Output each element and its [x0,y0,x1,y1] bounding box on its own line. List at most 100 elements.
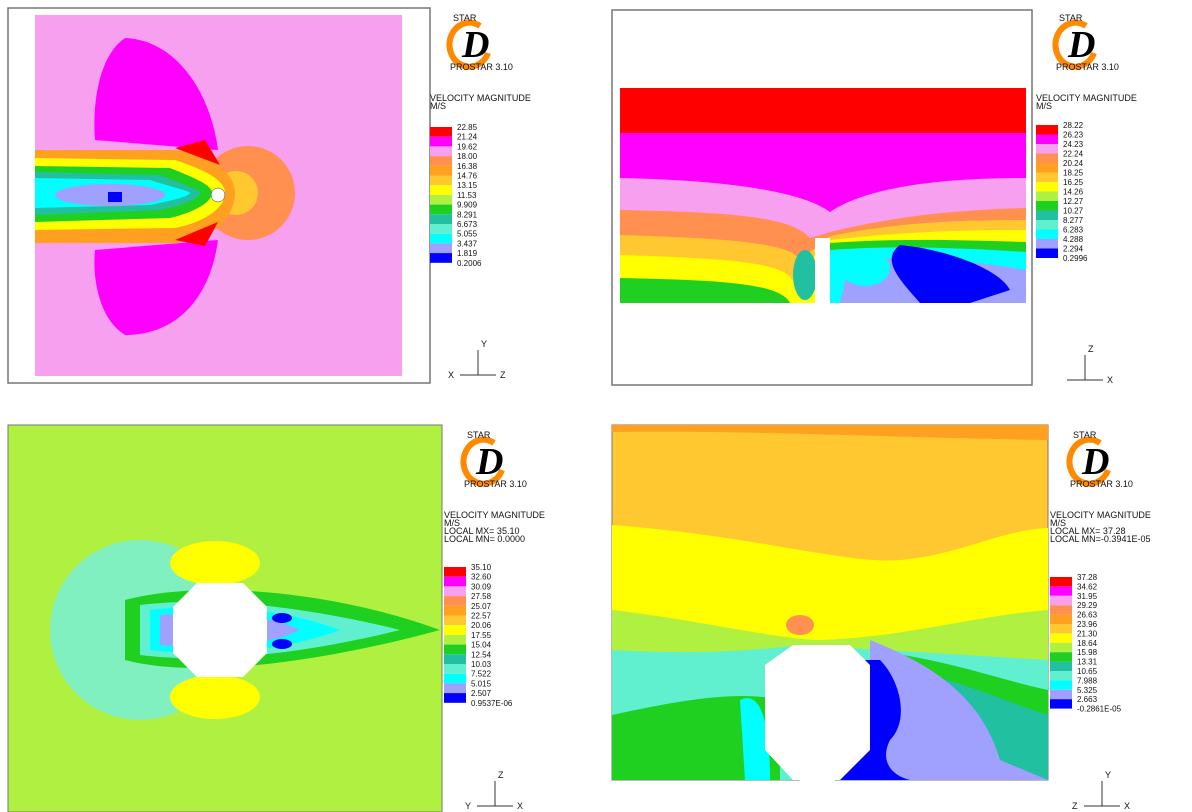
triad-right: X [1124,801,1130,811]
legend-level: 24.23 [1063,140,1084,149]
legend-level: 12.54 [471,650,492,659]
local-max: LOCAL MX= 35.10 [444,526,519,536]
legend-swatch [1036,125,1058,135]
logo-version: PROSTAR 3.10 [450,62,513,72]
legend-swatch [444,596,466,606]
legend-unit: M/S [1036,101,1052,111]
legend-swatch [444,683,466,694]
logo-arc [1066,436,1111,487]
legend-swatch [444,567,466,577]
logo-version: PROSTAR 3.10 [464,479,527,489]
octagon-body [765,645,870,780]
legend-swatch [1036,229,1058,239]
legend-level: 28.22 [1063,121,1084,130]
legend-swatch [1050,595,1072,606]
legend-swatch [430,214,452,224]
legend-level: 10.27 [1063,207,1084,216]
legend-swatch [1050,671,1072,681]
legend-level: 21.30 [1077,629,1098,638]
legend-level: 12.27 [1063,197,1084,206]
logo-mark: D [475,441,503,483]
triad-up: Y [1105,770,1111,780]
legend-swatch [444,673,466,684]
logo-star: STAR [467,430,491,440]
legend-swatch [1050,614,1072,624]
triad-left: X [448,370,454,380]
legend-level: 1.819 [457,249,478,258]
legend-level: 22.24 [1063,150,1084,159]
contour-region [108,192,122,202]
contour-region [94,240,218,335]
contour-region [793,250,817,300]
contour-region [870,640,1048,780]
legend-level: 20.06 [471,621,492,630]
legend-unit: M/S [1050,518,1066,528]
legend-level: 7.522 [471,670,492,679]
legend-swatch [1036,172,1058,182]
legend-swatch [430,194,452,205]
legend-swatch [444,625,466,635]
legend-swatch [1050,586,1072,596]
legend-level: 16.25 [1063,178,1084,187]
triad-right: X [517,801,523,811]
local-max: LOCAL MX= 37.28 [1050,526,1125,536]
legend-level: 11.53 [457,191,477,200]
legend-title: VELOCITY MAGNITUDE [1050,510,1151,520]
legend-swatch [1036,144,1058,154]
legend-level: 13.31 [1077,658,1098,667]
legend-level: 0.9537E-06 [471,699,513,708]
legend-level: 15.04 [471,641,492,650]
cylinder [210,187,226,203]
local-min: LOCAL MN=-0.3941E-05 [1050,534,1150,544]
legend-level: 15.98 [1077,648,1098,657]
legend-level: 27.58 [471,592,492,601]
contour-region [272,613,292,623]
legend-level: 17.55 [471,631,492,640]
legend-level: 21.24 [457,133,478,142]
panel-4-plot [611,424,1049,812]
legend-level: 10.03 [471,660,492,669]
contour-region [170,541,260,585]
legend-swatch [1036,153,1058,163]
legend-level: 5.015 [471,679,492,688]
legend-level: -0.2861E-05 [1077,705,1122,714]
legend-swatch [444,615,466,626]
legend-level: 4.288 [1063,235,1084,244]
contour-region [170,675,260,719]
legend-level: 20.24 [1063,159,1084,168]
legend-level: 8.277 [1063,216,1084,225]
triad-up: Z [1088,344,1094,354]
legend-title: VELOCITY MAGNITUDE [430,93,531,103]
legend-level: 18.00 [457,152,478,161]
legend-swatch [1050,661,1072,671]
legend-level: 22.85 [457,123,478,132]
legend-swatch [444,586,466,597]
legend-level: 19.62 [457,142,478,151]
legend-swatch [444,654,466,664]
legend-swatch [1036,220,1058,230]
legend-swatch [430,204,452,215]
logo-arc [1052,19,1097,70]
logo-mark: D [461,24,489,66]
legend-level: 5.325 [1077,686,1098,695]
contour-region [620,278,790,303]
panel-3-plot [7,424,443,812]
contour-region [94,38,218,150]
legend-swatch [430,136,452,147]
legend-swatch [430,175,452,186]
panel-2-plot [611,9,1033,386]
contour-region [612,425,1048,440]
legend-level: 2.507 [471,689,492,698]
legend-swatch [444,605,466,616]
logo-arc [460,436,505,487]
legend-level: 2.663 [1077,695,1098,704]
local-min: LOCAL MN= 0.0000 [444,534,525,544]
legend-swatch [430,127,452,137]
legend-unit: M/S [430,101,446,111]
legend-swatch [444,693,466,703]
legend-swatch [430,253,452,263]
legend-swatch [1050,699,1072,709]
legend-level: 2.294 [1063,245,1084,254]
legend-level: 9.909 [457,201,478,210]
